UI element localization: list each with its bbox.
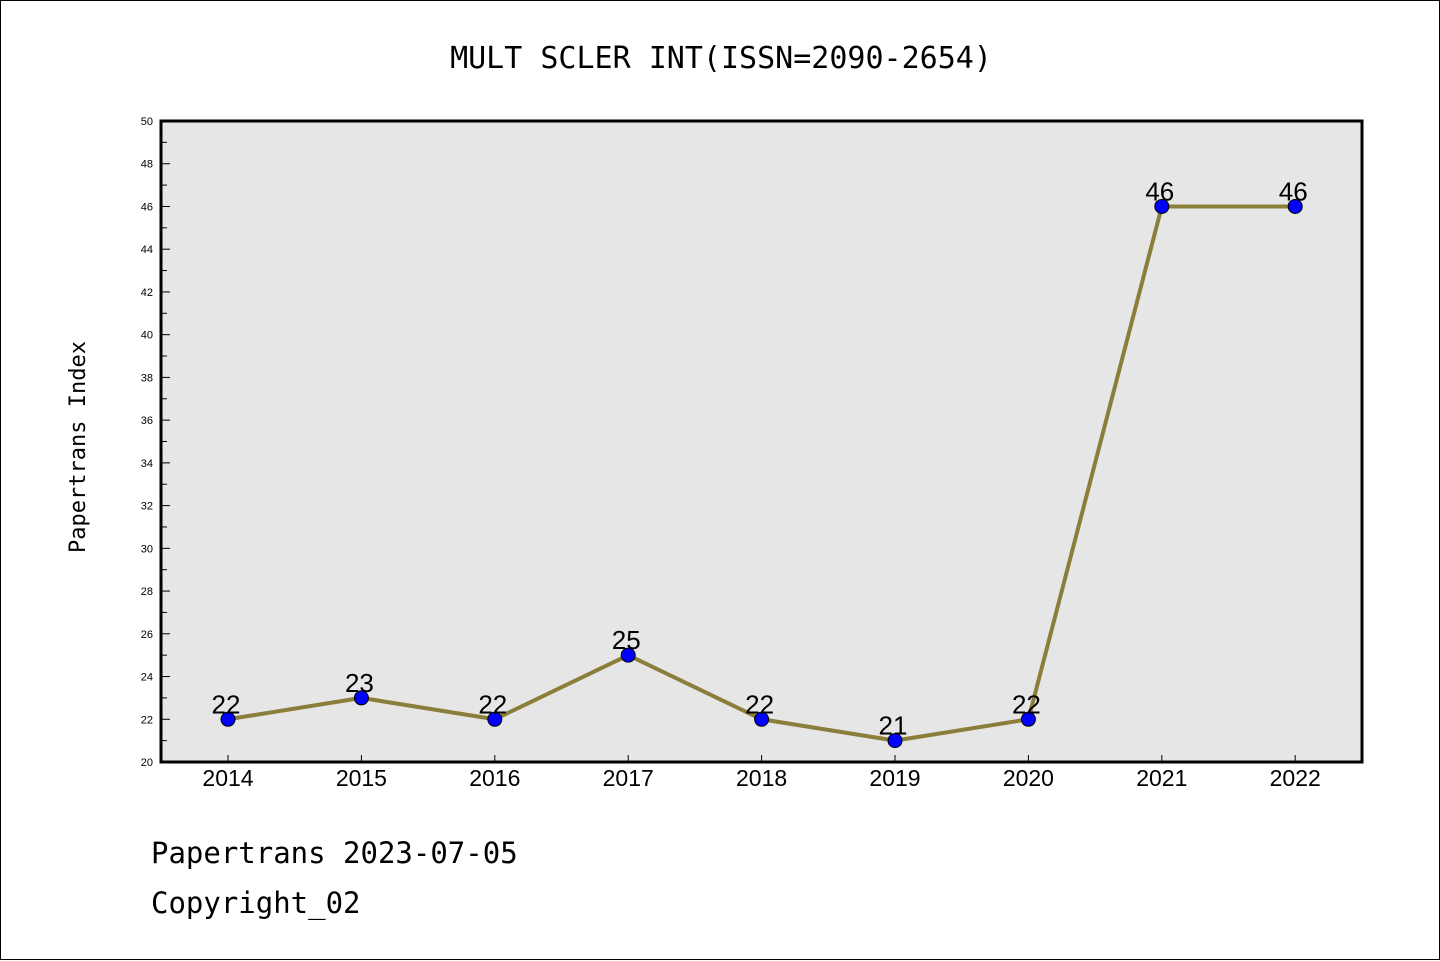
- data-label: 23: [345, 668, 374, 698]
- y-tick-label: 20: [141, 757, 153, 769]
- data-label: 46: [1145, 176, 1174, 206]
- footer-copyright-text: Copyright_02: [151, 886, 361, 920]
- x-axis: 2014 2015 2016 2017 2018 2019 2020 2021 2022: [202, 755, 1321, 791]
- data-point: [1287, 198, 1303, 214]
- y-tick-label: 34: [141, 458, 153, 470]
- y-axis-label: Papertrans Index: [66, 341, 91, 553]
- data-label: 22: [478, 689, 507, 719]
- y-tick-label: 38: [141, 372, 153, 384]
- y-tick-label: 40: [141, 330, 153, 342]
- footer-date-text: Papertrans 2023-07-05: [151, 836, 518, 870]
- series: [220, 198, 1303, 749]
- x-tick-label: 2014: [202, 765, 253, 791]
- y-tick-label: 24: [141, 672, 153, 684]
- data-labels: 22 23 22 25 22 21 22 46 46: [212, 176, 1308, 740]
- data-point: [1154, 198, 1170, 214]
- y-tick-label: 46: [141, 201, 153, 213]
- x-tick-label: 2019: [869, 765, 920, 791]
- data-label: 46: [1279, 176, 1308, 206]
- y-tick-label: 22: [141, 714, 153, 726]
- data-point: [1020, 711, 1036, 727]
- data-point: [754, 711, 770, 727]
- y-axis: 20 22 24 26 28 30 32 34 36 38 40 42 44 46 48 50: [141, 116, 170, 769]
- data-label: 22: [212, 689, 241, 719]
- y-tick-label: 50: [141, 116, 153, 128]
- data-label: 22: [1012, 689, 1041, 719]
- data-point: [887, 733, 903, 749]
- y-tick-label: 48: [141, 159, 153, 171]
- data-point: [620, 647, 636, 663]
- y-tick-label: 44: [141, 244, 153, 256]
- y-tick-label: 36: [141, 415, 153, 427]
- x-tick-label: 2016: [469, 765, 520, 791]
- y-tick-label: 28: [141, 586, 153, 598]
- y-tick-label: 42: [141, 287, 153, 299]
- x-tick-label: 2015: [336, 765, 387, 791]
- y-tick-label: 30: [141, 543, 153, 555]
- data-point: [487, 711, 503, 727]
- data-label: 21: [879, 711, 908, 741]
- y-tick-label: 32: [141, 501, 153, 513]
- y-tick-label: 26: [141, 629, 153, 641]
- data-point: [353, 690, 369, 706]
- plot-area: [159, 119, 1364, 764]
- x-tick-label: 2018: [736, 765, 787, 791]
- data-label: 22: [745, 689, 774, 719]
- x-tick-label: 2021: [1136, 765, 1187, 791]
- x-tick-label: 2022: [1270, 765, 1321, 791]
- x-tick-label: 2020: [1003, 765, 1054, 791]
- chart-title: MULT SCLER INT(ISSN=2090-2654): [450, 41, 992, 76]
- x-tick-label: 2017: [603, 765, 654, 791]
- data-label: 25: [612, 625, 641, 655]
- data-point: [220, 711, 236, 727]
